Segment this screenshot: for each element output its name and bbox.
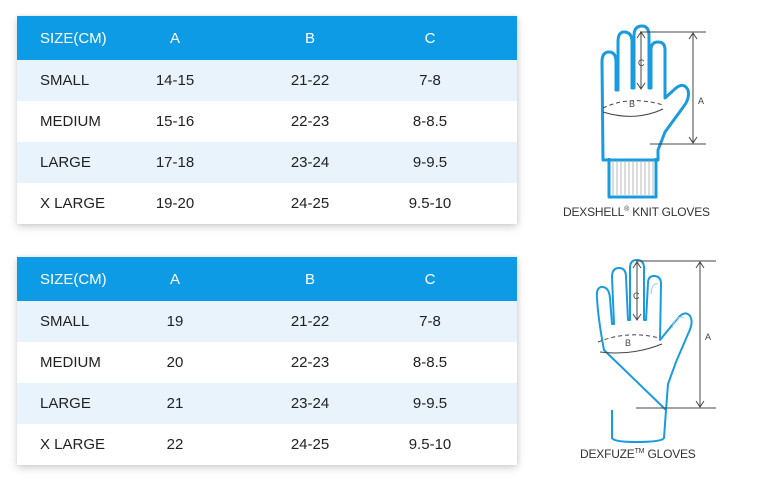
value-a: 22 [166,436,184,453]
value-c: 7-8 [419,72,441,89]
size-label: MEDIUM [40,113,101,130]
table-row: X LARGE 22 24-25 9.5-10 [17,424,517,465]
fuze-gloves-size-table: SIZE(CM) A B C SMALL 19 21-22 7-8 MEDIUM… [17,257,517,465]
caption-product: GLOVES [644,447,696,461]
size-label: MEDIUM [40,354,101,371]
svg-text:B: B [629,99,635,109]
size-label: SMALL [40,313,90,330]
value-a: 21 [166,395,184,412]
table-row: MEDIUM 20 22-23 8-8.5 [17,342,517,383]
knit-gloves-size-table: SIZE(CM) A B C SMALL 14-15 21-22 7-8 MED… [17,16,517,224]
trademark: TM [634,448,645,455]
value-b: 24-25 [290,436,330,453]
value-c: 7-8 [419,313,441,330]
value-c: 9.5-10 [408,436,452,453]
value-a: 20 [166,354,184,371]
value-c: 9-9.5 [412,154,448,171]
value-b: 23-24 [290,395,330,412]
header-size: SIZE(CM) [40,270,107,288]
table-row: X LARGE 19-20 24-25 9.5-10 [17,183,517,224]
table-row: LARGE 21 23-24 9-9.5 [17,383,517,424]
size-label: LARGE [40,154,91,171]
size-label: SMALL [40,72,90,89]
size-label: X LARGE [40,195,106,212]
caption-brand: DEXFUZE [580,447,635,461]
svg-text:C: C [638,58,645,68]
value-c: 8-8.5 [412,354,448,371]
header-a: A [169,270,180,288]
value-c: 9-9.5 [412,395,448,412]
table-row: SMALL 19 21-22 7-8 [17,301,517,342]
value-b: 23-24 [290,154,330,171]
value-b: 24-25 [290,195,330,212]
value-a: 15-16 [155,113,195,130]
value-c: 8-8.5 [412,113,448,130]
value-b: 22-23 [290,113,330,130]
table-row: LARGE 17-18 23-24 9-9.5 [17,142,517,183]
caption-brand: DEXSHELL [563,205,625,219]
value-a: 19 [166,313,184,330]
svg-text:A: A [705,332,711,342]
value-b: 21-22 [290,72,330,89]
value-b: 22-23 [290,354,330,371]
value-c: 9.5-10 [408,195,452,212]
table-header-row: SIZE(CM) A B C [17,16,517,60]
fuze-glove-measurement-diagram: C B A [595,259,716,443]
value-b: 21-22 [290,313,330,330]
table-row: SMALL 14-15 21-22 7-8 [17,60,517,101]
svg-text:A: A [698,96,704,106]
size-label: LARGE [40,395,91,412]
svg-text:C: C [633,291,640,301]
header-c: C [424,270,436,288]
value-a: 17-18 [155,154,195,171]
size-label: X LARGE [40,436,106,453]
header-b: B [304,29,315,47]
registered-mark: ® [624,206,630,213]
header-c: C [424,29,436,47]
fuze-gloves-caption: DEXFUZETM GLOVES [580,447,696,461]
value-a: 19-20 [155,195,195,212]
table-header-row: SIZE(CM) A B C [17,257,517,301]
svg-text:B: B [625,338,631,348]
table-row: MEDIUM 15-16 22-23 8-8.5 [17,101,517,142]
header-size: SIZE(CM) [40,29,107,47]
header-a: A [169,29,180,47]
knit-glove-measurement-diagram: C B A [600,24,706,199]
knit-gloves-caption: DEXSHELL® KNIT GLOVES [563,205,710,219]
caption-product: KNIT GLOVES [629,205,710,219]
value-a: 14-15 [155,72,195,89]
header-b: B [304,270,315,288]
